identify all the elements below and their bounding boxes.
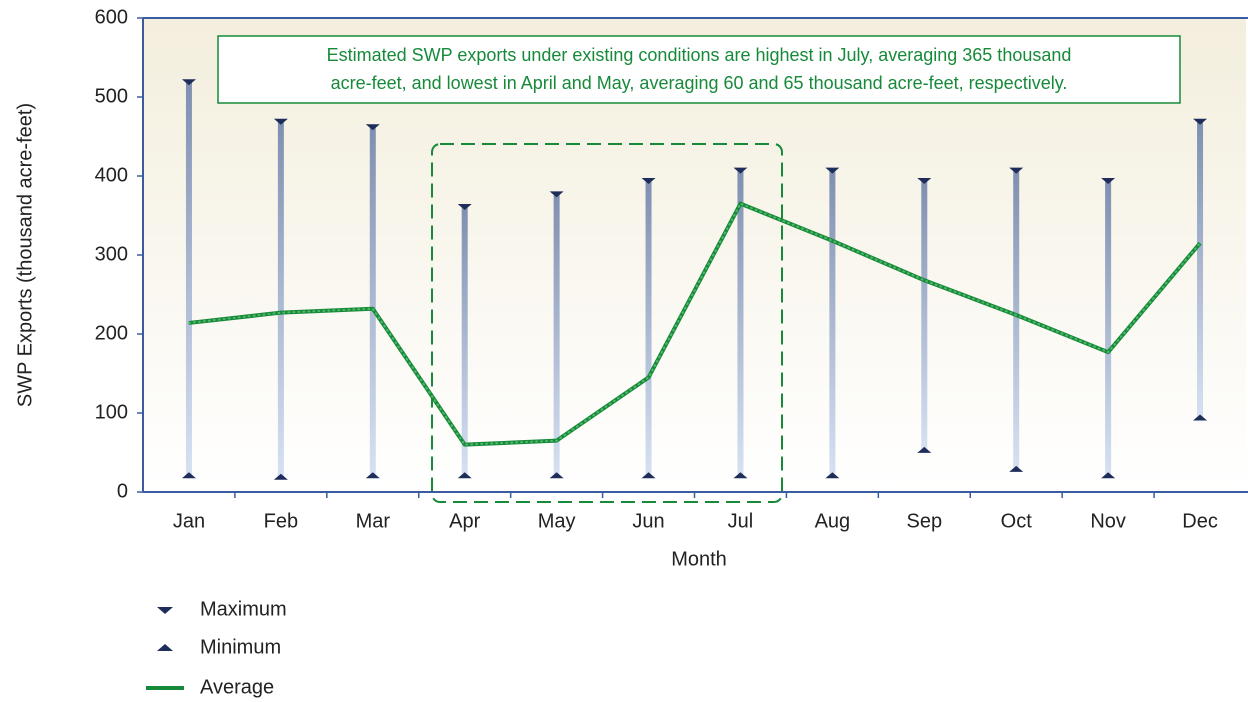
- range-bar: [1197, 120, 1204, 419]
- range-bar: [461, 206, 468, 477]
- range-bar: [921, 179, 928, 451]
- legend-marker: [157, 607, 173, 614]
- max-marker: [549, 191, 564, 198]
- range-bar: [737, 169, 744, 477]
- max-marker: [181, 79, 196, 86]
- max-marker: [733, 167, 748, 174]
- range-bar: [829, 169, 836, 477]
- min-marker: [1193, 414, 1208, 421]
- max-marker: [1009, 167, 1024, 174]
- min-marker: [365, 472, 380, 479]
- legend-marker: [157, 644, 173, 651]
- x-tick-label: Mar: [356, 510, 391, 532]
- max-marker: [365, 124, 380, 131]
- x-tick-label: May: [538, 510, 576, 532]
- highlight-box: [431, 143, 783, 503]
- y-tick-label: 400: [95, 164, 128, 186]
- x-tick-label: Jan: [173, 510, 205, 532]
- annotation-box: [217, 35, 1181, 104]
- y-tick-label: 0: [117, 480, 128, 502]
- max-marker: [1101, 177, 1116, 184]
- min-marker: [1101, 472, 1116, 479]
- x-tick-label: Jun: [632, 510, 664, 532]
- min-marker: [1009, 465, 1024, 472]
- x-tick-label: Sep: [906, 510, 942, 532]
- legend-label: Average: [200, 676, 274, 698]
- range-bar: [1105, 179, 1112, 477]
- min-marker: [641, 472, 656, 479]
- range-bar: [369, 126, 376, 477]
- max-marker: [1193, 118, 1208, 125]
- x-tick-label: Aug: [815, 510, 851, 532]
- min-marker: [825, 472, 840, 479]
- min-marker: [917, 446, 932, 453]
- min-marker: [549, 472, 564, 479]
- range-bar: [645, 179, 652, 477]
- min-marker: [273, 473, 288, 480]
- range-bar: [1013, 169, 1020, 470]
- x-tick-label: Apr: [449, 510, 480, 532]
- range-bar: [553, 193, 560, 477]
- y-tick-label: 600: [95, 6, 128, 28]
- average-dots: [187, 202, 1202, 446]
- legend-label: Minimum: [200, 636, 281, 658]
- x-tick-label: Oct: [1001, 510, 1033, 532]
- x-axis-label: Month: [671, 548, 727, 570]
- y-tick-label: 200: [95, 322, 128, 344]
- min-marker: [181, 472, 196, 479]
- range-bar: [277, 120, 284, 478]
- max-marker: [825, 167, 840, 174]
- x-tick-label: Dec: [1182, 510, 1218, 532]
- max-marker: [457, 204, 472, 211]
- y-tick-label: 500: [95, 85, 128, 107]
- min-marker: [733, 472, 748, 479]
- annotation: acre-feet, and lowest in April and May, …: [331, 73, 1068, 93]
- x-tick-label: Feb: [264, 510, 298, 532]
- legend-label: Maximum: [200, 598, 287, 620]
- y-axis-label: SWP Exports (thousand acre-feet): [14, 103, 36, 407]
- y-tick-label: 300: [95, 243, 128, 265]
- max-marker: [917, 177, 932, 184]
- range-bar: [185, 81, 192, 477]
- max-marker: [641, 177, 656, 184]
- x-tick-label: Nov: [1090, 510, 1126, 532]
- min-marker: [457, 472, 472, 479]
- y-tick-label: 100: [95, 401, 128, 423]
- max-marker: [273, 118, 288, 125]
- x-tick-label: Jul: [728, 510, 754, 532]
- annotation: Estimated SWP exports under existing con…: [327, 45, 1072, 65]
